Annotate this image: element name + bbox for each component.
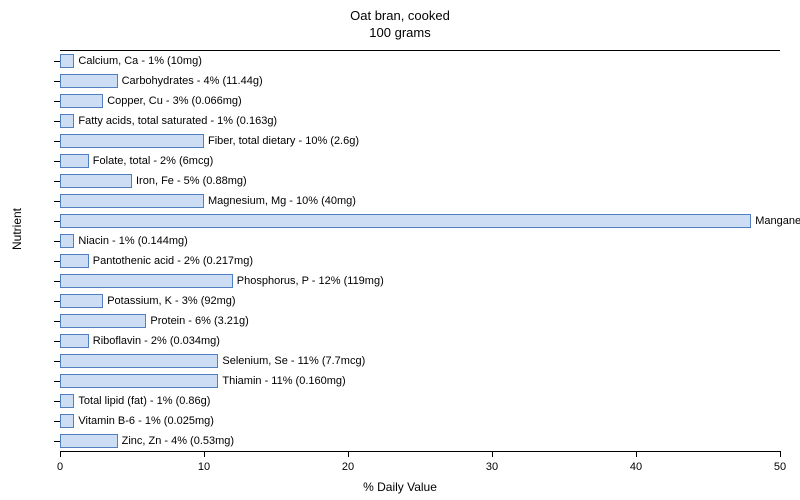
x-tick-label: 10 bbox=[198, 461, 210, 473]
nutrient-bar bbox=[60, 354, 218, 368]
nutrient-bar bbox=[60, 94, 103, 108]
nutrient-bar bbox=[60, 194, 204, 208]
nutrient-bar-label: Calcium, Ca - 1% (10mg) bbox=[74, 54, 201, 68]
x-tick-label: 40 bbox=[630, 461, 642, 473]
nutrient-bar bbox=[60, 414, 74, 428]
bar-row: Iron, Fe - 5% (0.88mg) bbox=[60, 174, 780, 188]
bar-row: Magnesium, Mg - 10% (40mg) bbox=[60, 194, 780, 208]
nutrient-bar bbox=[60, 134, 204, 148]
plot-area: 01020304050Calcium, Ca - 1% (10mg)Carboh… bbox=[60, 50, 780, 452]
bar-row: Calcium, Ca - 1% (10mg) bbox=[60, 54, 780, 68]
title-line-2: 100 grams bbox=[369, 25, 430, 40]
nutrient-bar-label: Folate, total - 2% (6mcg) bbox=[89, 154, 213, 168]
bar-row: Carbohydrates - 4% (11.44g) bbox=[60, 74, 780, 88]
bar-row: Potassium, K - 3% (92mg) bbox=[60, 294, 780, 308]
nutrient-bar-label: Carbohydrates - 4% (11.44g) bbox=[118, 74, 263, 88]
nutrient-bar-label: Thiamin - 11% (0.160mg) bbox=[218, 374, 345, 388]
bar-row: Manganese, Mn - 48% (0.964mg) bbox=[60, 214, 780, 228]
bar-row: Copper, Cu - 3% (0.066mg) bbox=[60, 94, 780, 108]
nutrient-bar-label: Potassium, K - 3% (92mg) bbox=[103, 294, 235, 308]
nutrient-bar-label: Phosphorus, P - 12% (119mg) bbox=[233, 274, 384, 288]
x-tick bbox=[636, 451, 637, 457]
nutrient-bar bbox=[60, 334, 89, 348]
nutrient-bar bbox=[60, 394, 74, 408]
bar-row: Niacin - 1% (0.144mg) bbox=[60, 234, 780, 248]
nutrient-bar bbox=[60, 274, 233, 288]
x-tick bbox=[780, 451, 781, 457]
nutrient-bar bbox=[60, 154, 89, 168]
x-tick bbox=[492, 451, 493, 457]
nutrient-bar-label: Pantothenic acid - 2% (0.217mg) bbox=[89, 254, 253, 268]
title-line-1: Oat bran, cooked bbox=[350, 8, 450, 23]
x-axis-label: % Daily Value bbox=[0, 480, 800, 494]
x-tick bbox=[348, 451, 349, 457]
nutrient-bar bbox=[60, 314, 146, 328]
nutrient-bar bbox=[60, 114, 74, 128]
x-tick bbox=[204, 451, 205, 457]
nutrient-bar-label: Vitamin B-6 - 1% (0.025mg) bbox=[74, 414, 214, 428]
nutrient-bar-label: Magnesium, Mg - 10% (40mg) bbox=[204, 194, 356, 208]
bar-row: Phosphorus, P - 12% (119mg) bbox=[60, 274, 780, 288]
bar-row: Fatty acids, total saturated - 1% (0.163… bbox=[60, 114, 780, 128]
bar-row: Folate, total - 2% (6mcg) bbox=[60, 154, 780, 168]
x-tick-label: 0 bbox=[57, 461, 63, 473]
x-tick-label: 50 bbox=[774, 461, 786, 473]
nutrient-bar bbox=[60, 434, 118, 448]
nutrient-bar-label: Zinc, Zn - 4% (0.53mg) bbox=[118, 434, 234, 448]
nutrient-bar bbox=[60, 54, 74, 68]
bar-row: Total lipid (fat) - 1% (0.86g) bbox=[60, 394, 780, 408]
nutrient-bar-label: Total lipid (fat) - 1% (0.86g) bbox=[74, 394, 210, 408]
nutrient-bar-label: Fiber, total dietary - 10% (2.6g) bbox=[204, 134, 359, 148]
nutrient-bar bbox=[60, 254, 89, 268]
bar-row: Riboflavin - 2% (0.034mg) bbox=[60, 334, 780, 348]
bar-row: Thiamin - 11% (0.160mg) bbox=[60, 374, 780, 388]
nutrient-bar bbox=[60, 294, 103, 308]
chart-container: Oat bran, cooked 100 grams Nutrient % Da… bbox=[0, 0, 800, 500]
bar-row: Selenium, Se - 11% (7.7mcg) bbox=[60, 354, 780, 368]
nutrient-bar bbox=[60, 214, 751, 228]
x-tick bbox=[60, 451, 61, 457]
nutrient-bar bbox=[60, 374, 218, 388]
y-axis-label: Nutrient bbox=[10, 208, 24, 250]
bar-row: Protein - 6% (3.21g) bbox=[60, 314, 780, 328]
bar-row: Fiber, total dietary - 10% (2.6g) bbox=[60, 134, 780, 148]
nutrient-bar-label: Protein - 6% (3.21g) bbox=[146, 314, 248, 328]
nutrient-bar-label: Selenium, Se - 11% (7.7mcg) bbox=[218, 354, 365, 368]
chart-title: Oat bran, cooked 100 grams bbox=[0, 0, 800, 42]
x-tick-label: 30 bbox=[486, 461, 498, 473]
x-tick-label: 20 bbox=[342, 461, 354, 473]
nutrient-bar bbox=[60, 74, 118, 88]
nutrient-bar-label: Niacin - 1% (0.144mg) bbox=[74, 234, 187, 248]
bar-row: Pantothenic acid - 2% (0.217mg) bbox=[60, 254, 780, 268]
nutrient-bar bbox=[60, 234, 74, 248]
bar-row: Zinc, Zn - 4% (0.53mg) bbox=[60, 434, 780, 448]
nutrient-bar-label: Riboflavin - 2% (0.034mg) bbox=[89, 334, 220, 348]
nutrient-bar bbox=[60, 174, 132, 188]
nutrient-bar-label: Fatty acids, total saturated - 1% (0.163… bbox=[74, 114, 277, 128]
nutrient-bar-label: Copper, Cu - 3% (0.066mg) bbox=[103, 94, 242, 108]
nutrient-bar-label: Iron, Fe - 5% (0.88mg) bbox=[132, 174, 247, 188]
nutrient-bar-label: Manganese, Mn - 48% (0.964mg) bbox=[751, 214, 800, 228]
bar-row: Vitamin B-6 - 1% (0.025mg) bbox=[60, 414, 780, 428]
